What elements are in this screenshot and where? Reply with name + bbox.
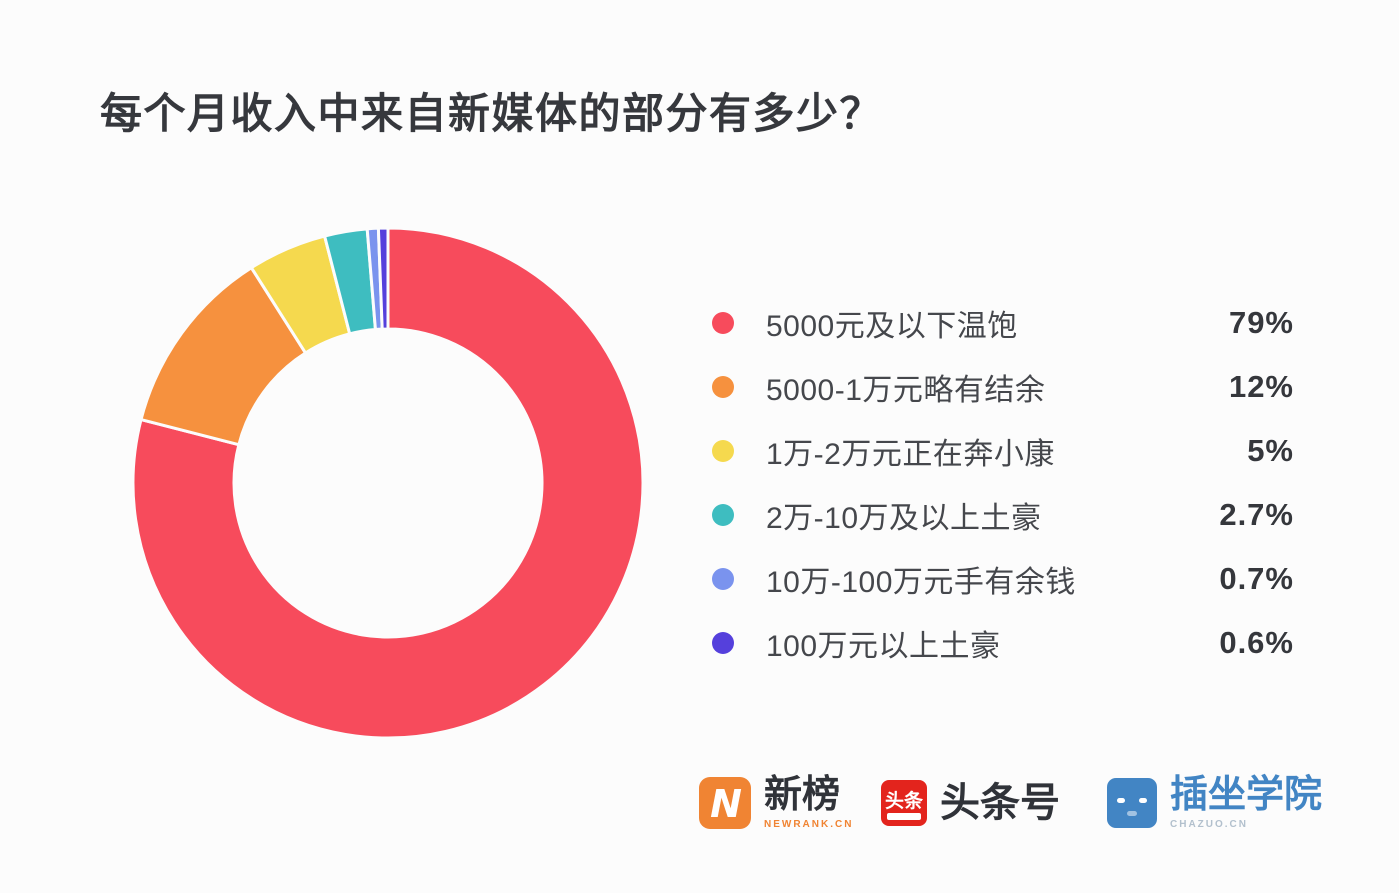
legend-dot-icon	[712, 632, 734, 654]
legend-value: 79%	[1228, 305, 1294, 340]
chazuo-logo: 插坐学院 CHAZUO.CN	[1106, 774, 1323, 830]
legend-label: 1万-2万元正在奔小康	[766, 438, 1055, 471]
legend-row: 5000-1万元略有结余 12%	[712, 355, 1294, 419]
legend-dot-icon	[712, 440, 734, 462]
legend-label: 2万-10万及以上土豪	[766, 502, 1042, 535]
newrank-logo-text: 新榜	[764, 774, 841, 817]
footer-logos: N 新榜 NEWRANK.CN 头条 头条号	[0, 770, 1399, 844]
page-title: 每个月收入中来自新媒体的部分有多少？	[100, 90, 884, 137]
legend-value: 2.7%	[1219, 497, 1294, 532]
legend-dot-icon	[712, 376, 734, 398]
donut-chart	[131, 226, 645, 740]
newrank-logo: N 新榜 NEWRANK.CN	[698, 774, 854, 830]
svg-text:头条: 头条	[885, 789, 924, 812]
legend: 5000元及以下温饱 79% 5000-1万元略有结余 12% 1万-2万元正在…	[712, 291, 1294, 675]
chazuo-logo-subtext: CHAZUO.CN	[1170, 818, 1248, 830]
toutiao-logo-icon: 头条	[881, 780, 927, 826]
legend-dot-icon	[712, 312, 734, 334]
legend-dot-icon	[712, 568, 734, 590]
legend-value: 0.6%	[1219, 625, 1294, 660]
legend-dot-icon	[712, 504, 734, 526]
legend-label: 5000元及以下温饱	[766, 310, 1018, 343]
legend-label: 10万-100万元手有余钱	[766, 566, 1076, 599]
newrank-logo-icon: N	[699, 777, 751, 829]
legend-value: 5%	[1247, 433, 1294, 468]
svg-text:N: N	[710, 782, 742, 826]
toutiao-logo-text: 头条号	[940, 781, 1060, 825]
legend-row: 10万-100万元手有余钱 0.7%	[712, 547, 1294, 611]
chazuo-logo-text: 插坐学院	[1170, 774, 1323, 816]
toutiao-logo: 头条 头条号	[880, 779, 1060, 827]
legend-value: 0.7%	[1219, 561, 1294, 596]
legend-row: 2万-10万及以上土豪 2.7%	[712, 483, 1294, 547]
legend-row: 1万-2万元正在奔小康 5%	[712, 419, 1294, 483]
newrank-logo-subtext: NEWRANK.CN	[764, 818, 854, 830]
legend-row: 100万元以上土豪 0.6%	[712, 611, 1294, 675]
legend-label: 100万元以上土豪	[766, 630, 1001, 663]
legend-label: 5000-1万元略有结余	[766, 374, 1046, 407]
chazuo-logo-icon	[1107, 777, 1157, 828]
donut-slice	[376, 226, 390, 331]
legend-value: 12%	[1228, 369, 1294, 404]
legend-row: 5000元及以下温饱 79%	[712, 291, 1294, 355]
donut-slice	[131, 226, 645, 740]
